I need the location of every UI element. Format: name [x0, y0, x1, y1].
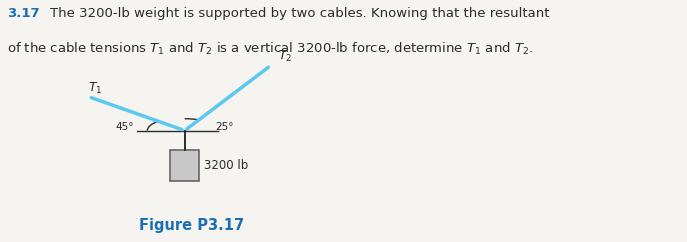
- Text: 3200 lb: 3200 lb: [204, 159, 249, 172]
- Text: Figure P3.17: Figure P3.17: [139, 219, 244, 234]
- Text: $T_1$: $T_1$: [88, 80, 102, 96]
- Text: of the cable tensions $T_1$ and $T_2$ is a vertical 3200-lb force, determine $T_: of the cable tensions $T_1$ and $T_2$ is…: [7, 41, 533, 57]
- Text: 25°: 25°: [215, 122, 234, 132]
- Text: 45°: 45°: [115, 122, 134, 132]
- Text: 3.17: 3.17: [7, 7, 39, 20]
- Text: The 3200-lb weight is supported by two cables. Knowing that the resultant: The 3200-lb weight is supported by two c…: [50, 7, 550, 20]
- Text: $T_2$: $T_2$: [278, 49, 292, 64]
- Bar: [170, 150, 199, 181]
